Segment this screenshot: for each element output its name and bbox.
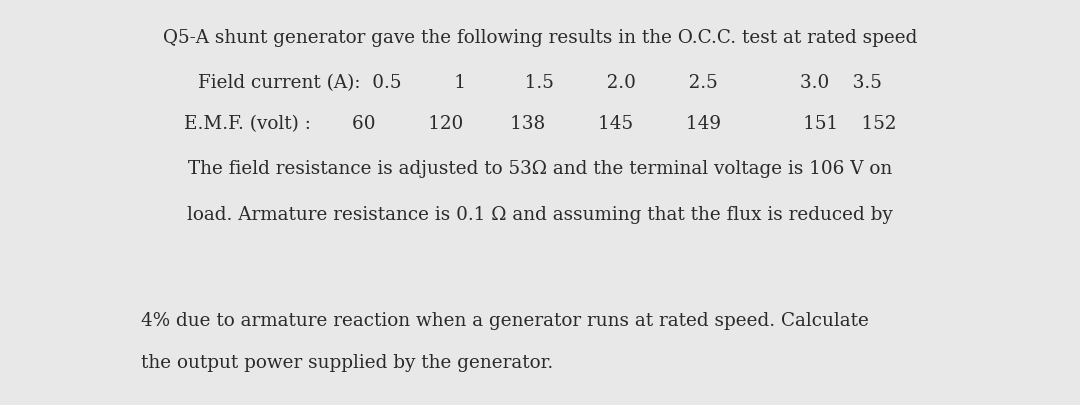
Text: Q5-A shunt generator gave the following results in the O.C.C. test at rated spee: Q5-A shunt generator gave the following … (163, 29, 917, 47)
Text: 4% due to armature reaction when a generator runs at rated speed. Calculate: 4% due to armature reaction when a gener… (141, 312, 869, 330)
Text: the output power supplied by the generator.: the output power supplied by the generat… (141, 354, 554, 372)
Text: load. Armature resistance is 0.1 Ω and assuming that the flux is reduced by: load. Armature resistance is 0.1 Ω and a… (187, 206, 893, 224)
Text: The field resistance is adjusted to 53Ω and the terminal voltage is 106 V on: The field resistance is adjusted to 53Ω … (188, 160, 892, 178)
Text: E.M.F. (volt) :       60         120        138         145         149         : E.M.F. (volt) : 60 120 138 145 149 (184, 115, 896, 133)
Text: Field current (A):  0.5         1          1.5         2.0         2.5          : Field current (A): 0.5 1 1.5 2.0 2.5 (198, 74, 882, 92)
